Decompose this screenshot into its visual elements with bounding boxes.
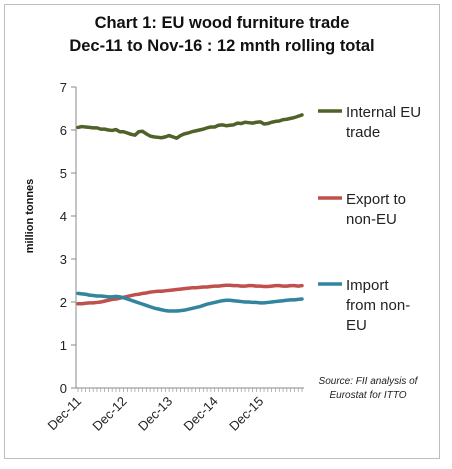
legend: Internal EU trade Export to non-EU Import fro… — [318, 104, 421, 334]
legend-label-3: EU — [346, 317, 367, 334]
x-tick-label: Dec-13 — [135, 394, 175, 434]
source-line: Eurostat for ITTO — [329, 390, 406, 401]
legend-label-2: Export to — [346, 191, 406, 208]
legend-label-2: non-EU — [346, 211, 397, 228]
x-tick-label: Dec-11 — [45, 394, 85, 434]
legend-label-1: Internal EU — [346, 104, 421, 121]
series-line-2 — [76, 283, 304, 306]
y-tick-label: 6 — [60, 123, 67, 138]
chart-title: Chart 1: EU wood furniture trade Dec-11 … — [0, 12, 444, 58]
y-tick-label: 7 — [60, 80, 67, 95]
y-tick-label: 3 — [60, 252, 67, 267]
chart-frame — [4, 4, 440, 459]
y-axis-title: million tonnes — [24, 179, 36, 254]
source-note: Source: FII analysis of Eurostat for ITTO — [319, 376, 419, 401]
series-lines — [76, 113, 304, 313]
y-tick-label: 0 — [60, 381, 67, 396]
series-line-1 — [76, 113, 304, 140]
y-axis: 0 1 2 3 4 5 6 7 — [60, 80, 77, 396]
x-tick-label: Dec-14 — [181, 394, 221, 434]
y-tick-label: 1 — [60, 338, 67, 353]
series-line-3 — [76, 291, 304, 313]
y-tick-label: 2 — [60, 295, 67, 310]
x-axis: Dec-11 Dec-12 Dec-13 Dec-14 Dec-15 — [45, 387, 304, 434]
legend-label-3: Import — [346, 277, 389, 294]
y-tick-label: 4 — [60, 209, 67, 224]
y-tick-label: 5 — [60, 166, 67, 181]
chart-title-line-2: Dec-11 to Nov-16 : 12 mnth rolling total — [69, 37, 375, 55]
source-line: Source: FII analysis of — [319, 376, 419, 387]
chart-title-line-1: Chart 1: EU wood furniture trade — [94, 14, 350, 32]
legend-label-3: from non- — [346, 297, 410, 314]
x-tick-label: Dec-15 — [226, 394, 266, 434]
legend-label-1: trade — [346, 124, 380, 141]
x-tick-label: Dec-12 — [89, 394, 129, 434]
